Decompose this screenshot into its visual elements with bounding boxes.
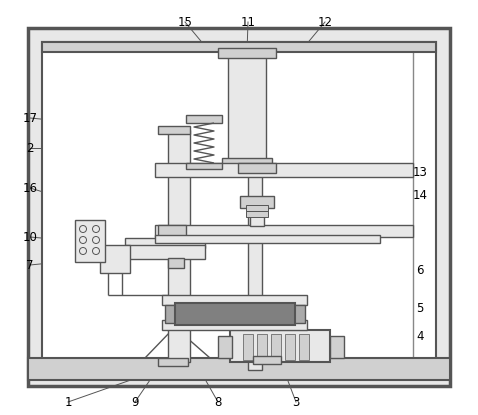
Bar xyxy=(162,295,307,305)
Bar xyxy=(155,225,413,237)
Bar xyxy=(125,238,205,248)
Text: 13: 13 xyxy=(413,166,427,178)
Bar xyxy=(100,245,130,273)
Bar xyxy=(238,163,276,173)
Bar xyxy=(250,208,264,226)
Bar xyxy=(168,258,184,268)
Bar xyxy=(228,52,266,162)
Bar xyxy=(285,334,295,360)
Text: 14: 14 xyxy=(413,188,427,202)
Bar xyxy=(155,163,413,177)
Bar xyxy=(155,235,380,243)
Bar xyxy=(165,305,305,323)
Text: 1: 1 xyxy=(64,395,72,408)
Text: 6: 6 xyxy=(416,264,424,276)
Text: 16: 16 xyxy=(22,181,37,195)
Bar xyxy=(253,356,281,364)
Text: 2: 2 xyxy=(26,142,34,154)
Bar xyxy=(222,158,272,166)
Text: 10: 10 xyxy=(22,230,37,244)
Text: 12: 12 xyxy=(317,15,333,29)
Text: 9: 9 xyxy=(131,395,139,408)
Bar xyxy=(158,358,188,366)
Text: 3: 3 xyxy=(293,395,300,408)
Bar xyxy=(28,358,450,380)
Text: 17: 17 xyxy=(22,112,37,124)
Bar xyxy=(75,220,105,262)
Bar xyxy=(42,42,436,52)
Bar xyxy=(230,330,330,362)
Bar xyxy=(240,196,274,208)
Bar xyxy=(125,245,205,259)
Bar xyxy=(246,211,268,217)
Bar xyxy=(271,334,281,360)
Bar xyxy=(299,334,309,360)
Bar xyxy=(168,130,190,362)
Bar xyxy=(158,225,186,237)
Bar xyxy=(246,205,268,211)
Text: 7: 7 xyxy=(26,259,34,271)
Bar xyxy=(42,42,436,372)
Bar xyxy=(186,115,222,123)
Text: 8: 8 xyxy=(214,395,222,408)
Bar xyxy=(330,336,344,358)
Bar xyxy=(243,334,253,360)
Text: 4: 4 xyxy=(416,330,424,342)
Bar xyxy=(175,303,295,325)
Bar xyxy=(257,334,267,360)
Text: 11: 11 xyxy=(240,15,256,29)
Bar xyxy=(158,126,190,134)
Bar xyxy=(218,48,276,58)
Bar xyxy=(218,336,232,358)
Text: 5: 5 xyxy=(416,302,424,315)
Bar xyxy=(28,28,450,386)
Bar xyxy=(248,175,262,370)
Bar xyxy=(186,163,222,169)
Bar xyxy=(162,320,307,330)
Text: 15: 15 xyxy=(177,15,193,29)
